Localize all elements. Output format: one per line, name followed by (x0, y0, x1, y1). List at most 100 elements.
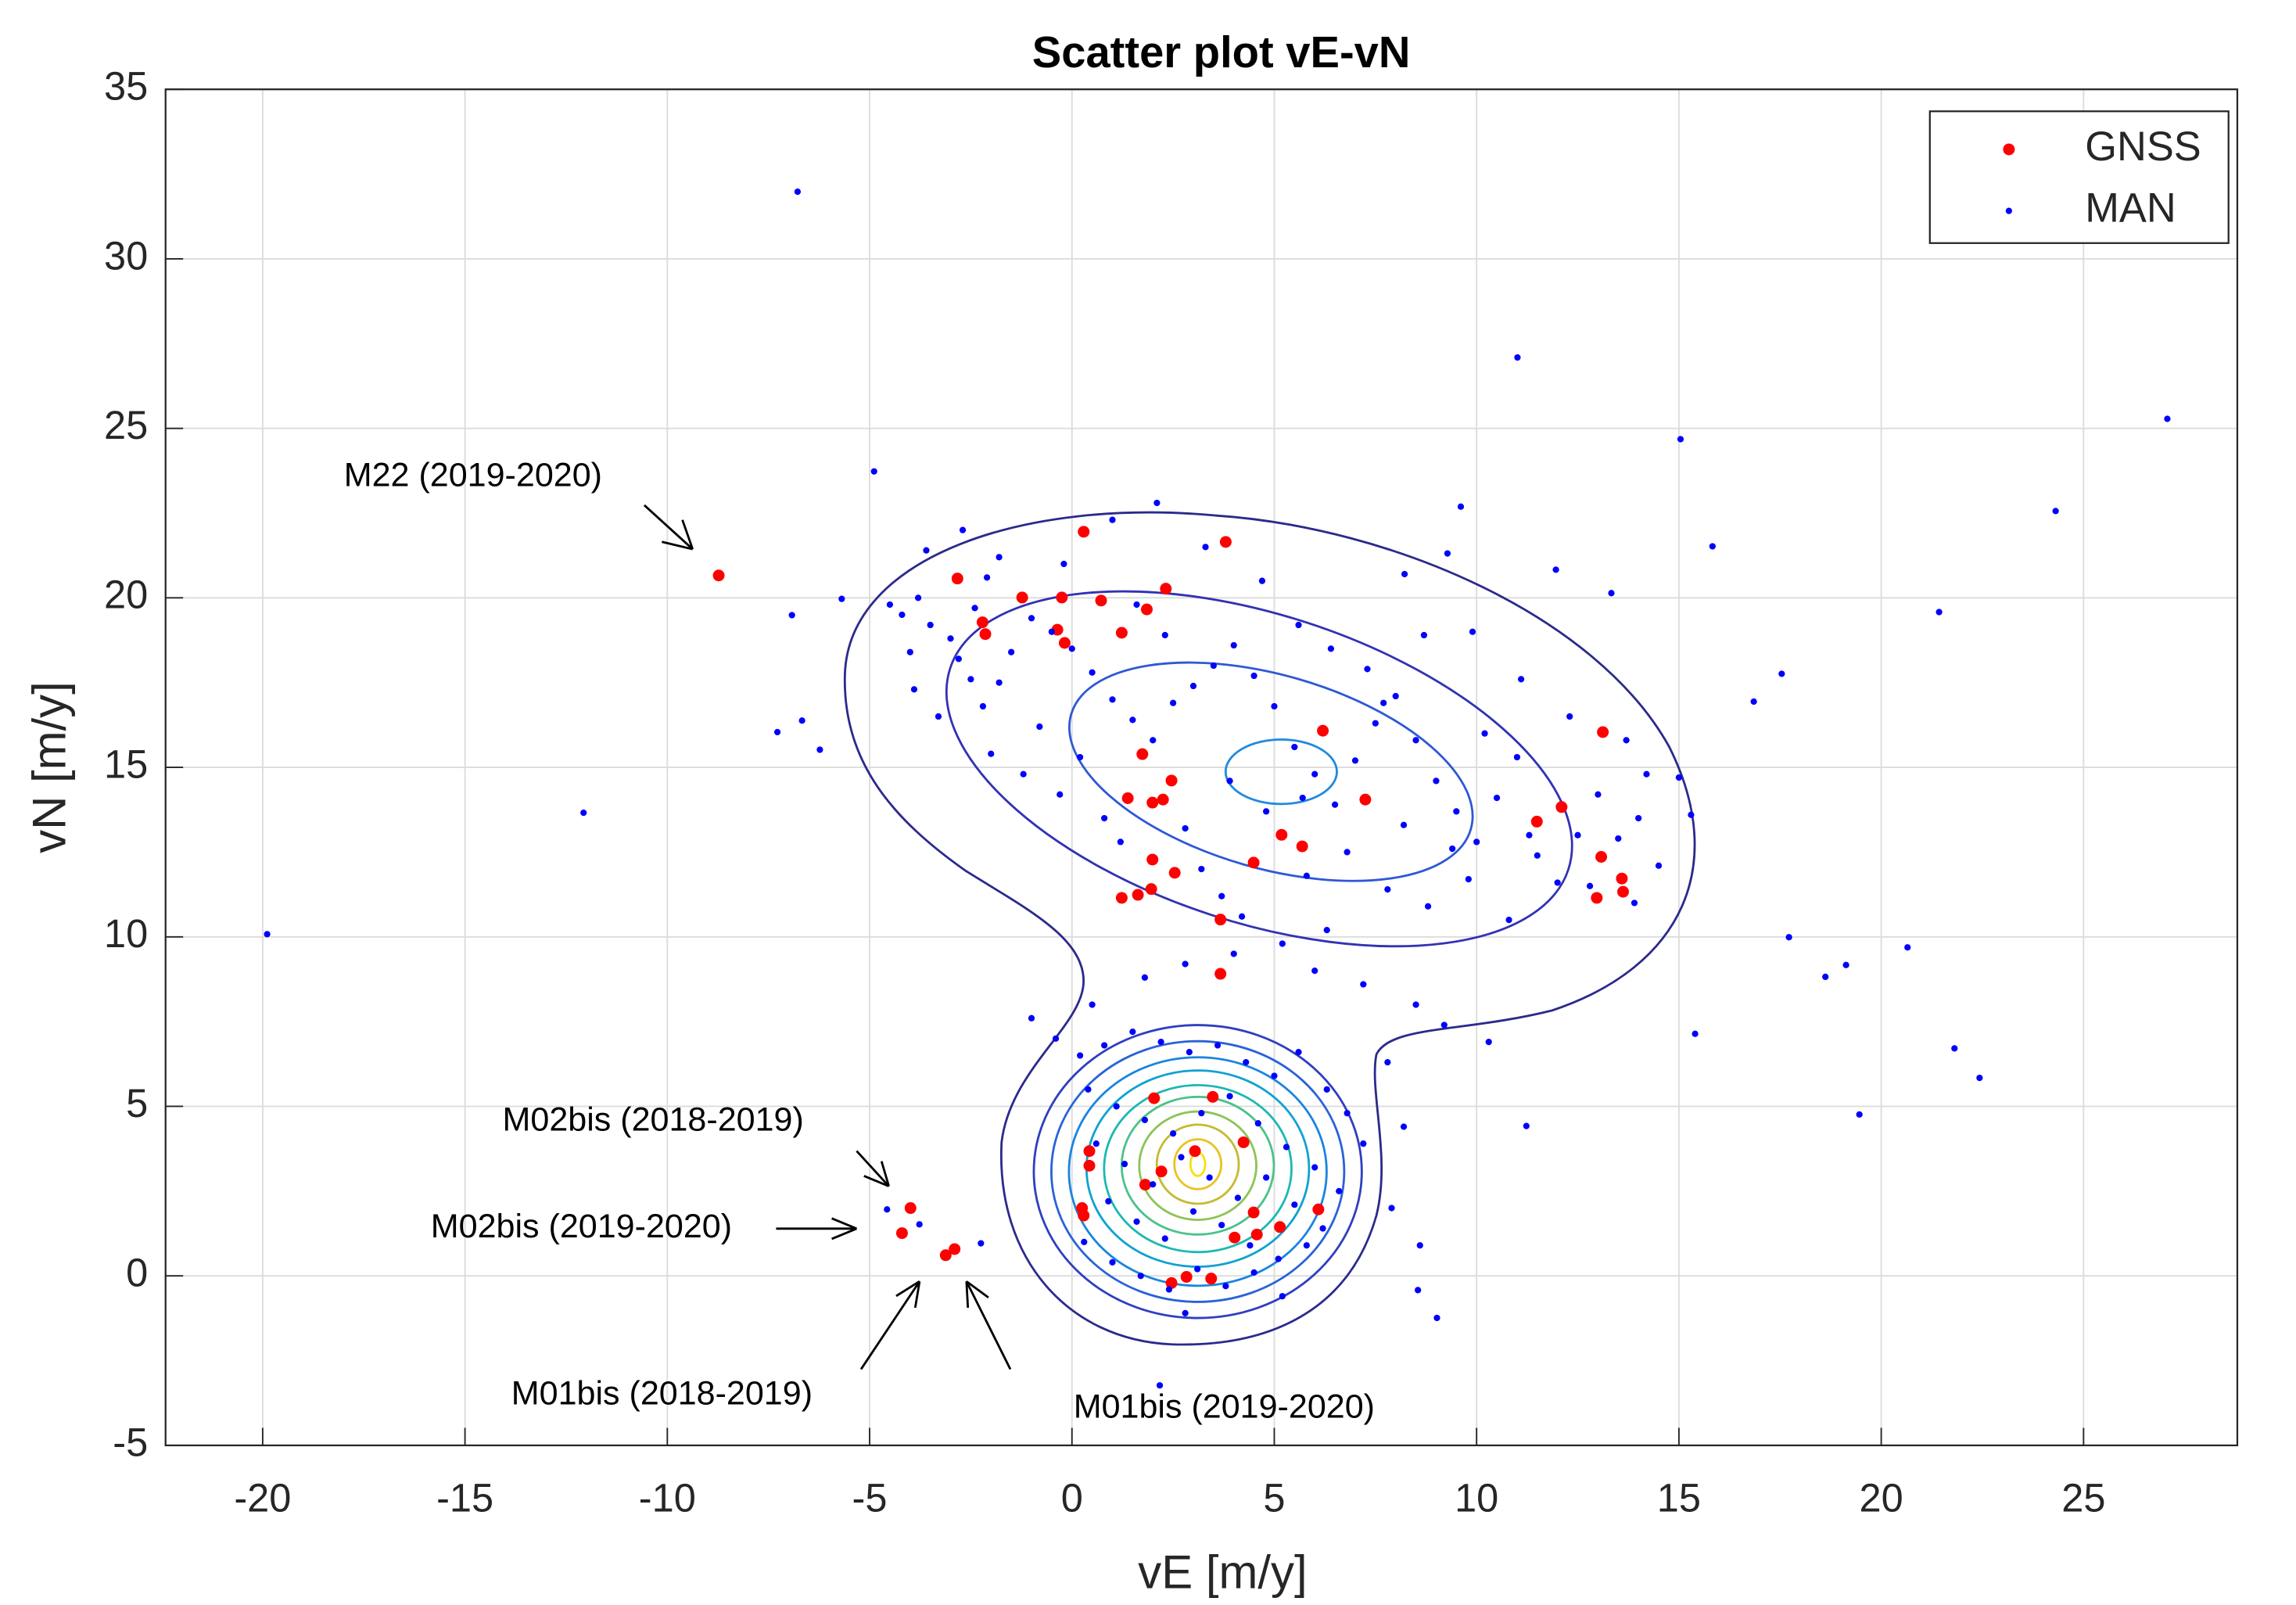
point (1401, 570, 1408, 578)
point (1016, 591, 1028, 604)
point (1608, 590, 1615, 597)
point (1028, 1014, 1035, 1022)
point (1150, 1181, 1157, 1188)
arrow (965, 1280, 1012, 1370)
contour (844, 511, 1696, 1346)
point (1453, 808, 1460, 815)
point (1085, 1086, 1092, 1093)
point (1623, 737, 1630, 744)
contour (1103, 1083, 1293, 1254)
contours (844, 511, 1696, 1346)
point (1137, 1273, 1144, 1280)
point (947, 635, 954, 642)
point (1165, 1286, 1173, 1293)
point (1616, 872, 1628, 885)
point (1153, 499, 1161, 507)
point (1842, 961, 1849, 968)
point (1250, 672, 1257, 680)
point (1117, 838, 1124, 846)
point (939, 1249, 952, 1262)
x-tick-label: 10 (1455, 1475, 1498, 1520)
point (1160, 583, 1172, 595)
point (1643, 770, 1650, 777)
point (1323, 926, 1330, 934)
point (1145, 883, 1157, 896)
point (838, 595, 845, 602)
annotation: M02bis (2018-2019) (503, 1101, 804, 1139)
point (1552, 566, 1559, 573)
point (1207, 1090, 1219, 1103)
point (1226, 1093, 1233, 1100)
point (1247, 856, 1260, 869)
point (1168, 867, 1181, 879)
point (1505, 916, 1512, 924)
legend-label: MAN (2085, 185, 2176, 231)
point (1617, 885, 1629, 898)
point (1372, 720, 1379, 727)
point (1182, 1309, 1189, 1317)
y-tick-label: 0 (126, 1251, 148, 1295)
point (1595, 851, 1608, 863)
point (1631, 899, 1638, 907)
point (1400, 1123, 1408, 1130)
point (1566, 713, 1573, 720)
point (1822, 973, 1829, 981)
point (1129, 716, 1136, 724)
point (1384, 1059, 1391, 1066)
point (915, 594, 922, 601)
point (1189, 1208, 1197, 1215)
point (1036, 723, 1043, 731)
point (1146, 853, 1159, 866)
point (1121, 1161, 1128, 1168)
point (1400, 821, 1408, 828)
point (264, 931, 271, 938)
y-axis-label: vN [m/y] (23, 681, 75, 853)
point (1595, 791, 1602, 798)
point (1291, 743, 1298, 751)
point (2164, 415, 2171, 422)
point (927, 621, 934, 629)
point (1247, 1242, 1254, 1249)
point (955, 655, 962, 662)
point (1327, 645, 1335, 652)
legend-marker (2005, 207, 2013, 214)
point (1198, 1110, 1205, 1117)
point (1083, 1145, 1096, 1158)
point (1384, 885, 1391, 893)
point (910, 686, 918, 693)
point (1513, 753, 1521, 761)
point (1078, 1209, 1090, 1222)
point (1198, 865, 1205, 873)
y-tick-label: 30 (104, 233, 148, 278)
x-axis-label: vE [m/y] (1138, 1546, 1307, 1598)
point (1092, 1140, 1100, 1147)
point (978, 1240, 985, 1247)
point (1615, 835, 1622, 842)
contour (945, 590, 1573, 948)
point (1136, 748, 1149, 760)
point (1165, 1276, 1178, 1289)
point (1364, 666, 1371, 673)
point (1008, 648, 1015, 655)
point (1214, 968, 1227, 980)
point (1655, 862, 1663, 869)
point (1068, 645, 1075, 652)
point (1976, 1074, 1983, 1082)
point (904, 1202, 917, 1215)
point (1336, 1187, 1343, 1194)
point (1109, 1259, 1116, 1266)
point (1440, 1022, 1448, 1029)
point (1344, 849, 1351, 856)
point (1296, 840, 1308, 853)
point (1449, 845, 1456, 853)
y-tick-label: 20 (104, 573, 148, 617)
point (1275, 828, 1288, 841)
point (1229, 1231, 1241, 1244)
legend[interactable]: GNSS MAN (1928, 110, 2230, 244)
point (816, 746, 823, 753)
x-tick-label: 0 (1061, 1475, 1083, 1520)
point (1133, 601, 1140, 609)
point (983, 574, 991, 581)
point (1709, 543, 1716, 550)
point (884, 1206, 891, 1213)
